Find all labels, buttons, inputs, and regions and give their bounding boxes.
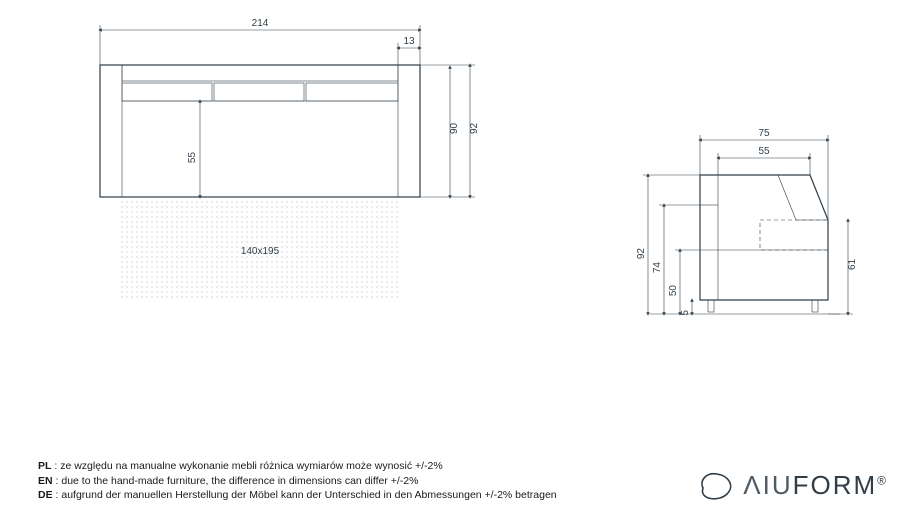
dim-side-seat50: 50 xyxy=(668,285,679,297)
logo-text-light: ΛIU xyxy=(743,470,792,500)
bed-size-label: 140x195 xyxy=(241,246,280,257)
dim-h92: 92 xyxy=(469,122,480,134)
dim-h90: 90 xyxy=(449,122,460,134)
footer-disclaimer: PL : ze względu na manualne wykonanie me… xyxy=(38,459,557,502)
footer-line-pl: PL : ze względu na manualne wykonanie me… xyxy=(38,459,557,473)
logo-text-bold: FORM xyxy=(793,470,878,500)
logo-bean-icon xyxy=(695,468,735,502)
dim-width-214: 214 xyxy=(252,18,269,29)
drawing-canvas: 140x195 214 13 92 90 55 xyxy=(0,0,920,520)
lang-en: EN xyxy=(38,475,53,487)
dim-side-75: 75 xyxy=(758,128,770,139)
lang-de: DE xyxy=(38,489,53,501)
lang-pl: PL xyxy=(38,460,51,472)
footer-line-en: EN : due to the hand-made furniture, the… xyxy=(38,474,557,488)
footer-line-de: DE : aufgrund der manuellen Herstellung … xyxy=(38,488,557,502)
dim-side-leg5: 5 xyxy=(680,310,691,316)
dim-side-h74: 74 xyxy=(652,262,663,274)
side-view: 75 55 92 74 50 5 61 xyxy=(636,128,858,316)
text-de: aufgrund der manuellen Herstellung der M… xyxy=(61,489,556,501)
dim-seat55: 55 xyxy=(187,152,198,164)
text-pl: ze względu na manualne wykonanie mebli r… xyxy=(60,460,443,472)
dim-side-h92: 92 xyxy=(636,248,647,260)
front-view: 140x195 214 13 92 90 55 xyxy=(100,18,480,300)
dim-arm-13: 13 xyxy=(403,36,415,47)
logo-registered: ® xyxy=(877,473,888,487)
dim-side-55: 55 xyxy=(758,146,770,157)
logo-text: ΛIUFORM® xyxy=(743,470,888,501)
dim-side-arm61: 61 xyxy=(847,258,858,270)
text-en: due to the hand-made furniture, the diff… xyxy=(61,475,418,487)
brand-logo: ΛIUFORM® xyxy=(695,468,888,502)
